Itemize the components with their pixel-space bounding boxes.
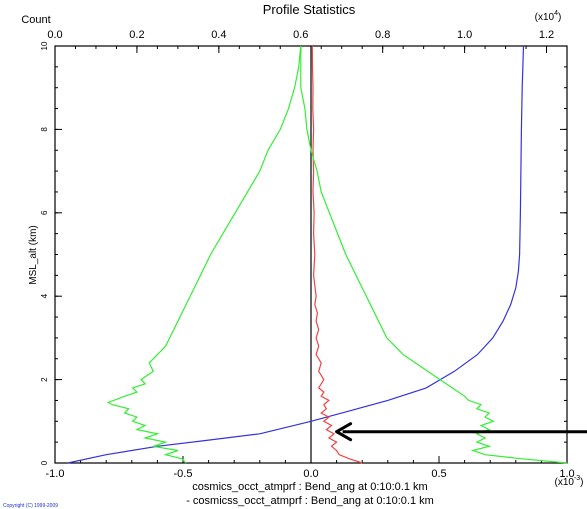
bottom-axis-multiplier: (x10-3) [554, 475, 583, 488]
chart-title: Profile Statistics [263, 2, 356, 17]
y-tick-label: 10 [40, 41, 49, 50]
y-tick-label: 2 [40, 377, 49, 382]
bottom-tick-label: 0.0 [303, 468, 318, 480]
top-tick-label: 0.8 [375, 29, 390, 41]
top-tick-label: 0.4 [211, 29, 226, 41]
series-line-3 [106, 45, 302, 464]
series-line-2 [311, 45, 363, 464]
bottom-tick-label: -0.5 [174, 468, 193, 480]
series-line-1 [67, 45, 525, 464]
legend-entry-2: - cosmicss_occt_atmprf : Bend_ang at 0:1… [186, 495, 434, 507]
top-tick-label: 0.6 [293, 29, 308, 41]
bottom-tick-label: 1.0 [559, 468, 574, 480]
y-tick-label: 4 [40, 293, 49, 298]
top-tick-label: 1.0 [457, 29, 472, 41]
top-axis-multiplier: (x104) [535, 10, 562, 23]
top-tick-label: 0.0 [47, 29, 62, 41]
y-tick-label: 8 [40, 127, 49, 132]
y-tick-label: 0 [40, 460, 49, 465]
copyright-text: Copyright (C) 1999-2009 [3, 503, 58, 509]
top-tick-label: 1.2 [539, 29, 554, 41]
legend-entry-1: cosmics_occt_atmprf : Bend_ang at 0:10:0… [192, 481, 427, 493]
y-tick-label: 6 [40, 210, 49, 215]
y-axis-label: MSL_alt (km) [28, 225, 39, 284]
series-line-4 [300, 46, 568, 464]
bottom-tick-label: -1.0 [46, 468, 65, 480]
top-tick-label: 0.2 [129, 29, 144, 41]
top-axis-label: Count [21, 14, 50, 26]
arrow-head [335, 422, 353, 442]
bottom-tick-label: 0.5 [431, 468, 446, 480]
plot-area: -1.0 -0.5 0.0 0.5 1.0 0.0 0.2 0.4 0.6 0.8 1.0 1.2 0 2… [40, 29, 587, 480]
